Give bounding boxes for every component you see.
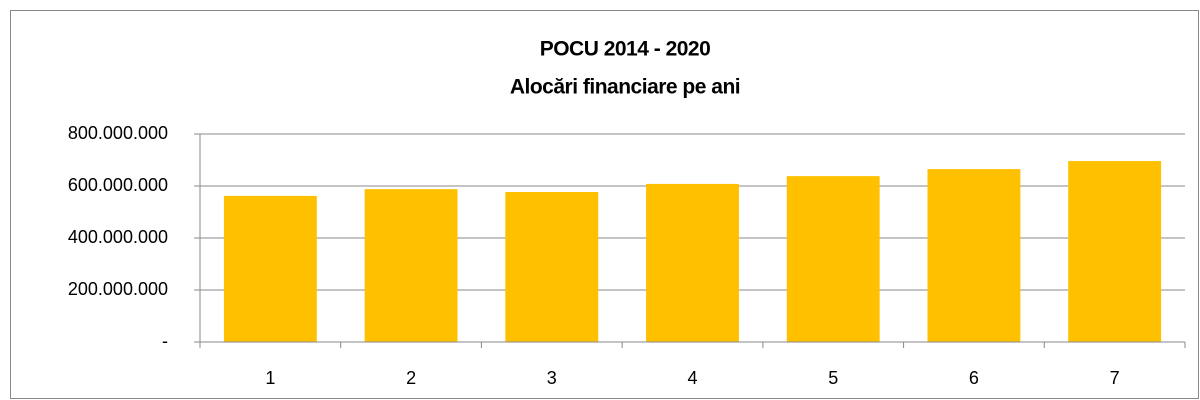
y-tick-label: 600.000.000 xyxy=(68,175,168,195)
y-tick-label: 200.000.000 xyxy=(68,279,168,299)
x-tick-label: 1 xyxy=(265,368,275,388)
chart-title: POCU 2014 - 2020 xyxy=(540,38,711,61)
x-tick-label: 6 xyxy=(969,368,979,388)
x-tick-label: 2 xyxy=(406,368,416,388)
bar xyxy=(364,189,458,342)
bar xyxy=(1068,161,1162,342)
x-tick-label: 3 xyxy=(547,368,557,388)
x-tick-label: 5 xyxy=(828,368,838,388)
bar xyxy=(927,169,1021,342)
y-tick-label: 400.000.000 xyxy=(68,227,168,247)
bar xyxy=(505,191,599,342)
bar xyxy=(223,195,317,342)
chart-subtitle: Alocări financiare pe ani xyxy=(510,76,740,99)
x-tick-label: 4 xyxy=(687,368,697,388)
bar xyxy=(646,183,739,342)
x-tick-label: 7 xyxy=(1110,368,1120,388)
bar xyxy=(786,176,880,342)
y-tick-label: 800.000.000 xyxy=(68,123,168,143)
y-tick-label: - xyxy=(162,331,168,351)
